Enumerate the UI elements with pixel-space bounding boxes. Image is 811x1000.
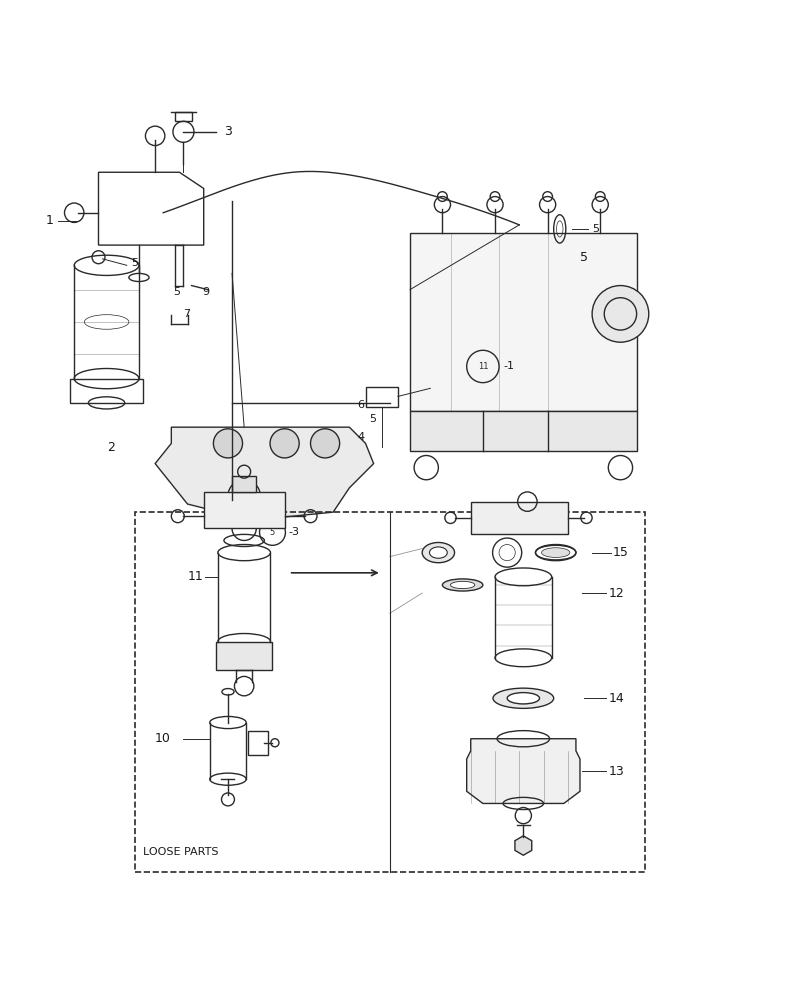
- Bar: [365, 387, 397, 407]
- Bar: [204, 492, 285, 528]
- Bar: [470, 502, 567, 534]
- Text: 15: 15: [611, 546, 628, 559]
- Text: 5: 5: [173, 287, 180, 297]
- Text: 5: 5: [131, 258, 138, 268]
- Text: 12: 12: [607, 587, 624, 600]
- Text: 14: 14: [607, 692, 624, 705]
- Text: 10: 10: [155, 732, 171, 745]
- Text: 11: 11: [187, 570, 204, 583]
- Bar: [410, 233, 636, 411]
- Text: 13: 13: [607, 765, 624, 778]
- Bar: [232, 476, 256, 492]
- Text: -3: -3: [288, 527, 299, 537]
- Polygon shape: [466, 739, 579, 803]
- Text: -1: -1: [503, 361, 513, 371]
- Text: 4: 4: [357, 432, 364, 442]
- Text: 5: 5: [369, 414, 376, 424]
- Ellipse shape: [442, 579, 483, 591]
- Ellipse shape: [429, 547, 447, 558]
- Text: 6: 6: [357, 400, 364, 410]
- Text: 7: 7: [183, 309, 191, 319]
- Text: 11: 11: [477, 362, 487, 371]
- Text: 5: 5: [269, 528, 275, 537]
- Text: 3: 3: [224, 125, 231, 138]
- Ellipse shape: [541, 548, 569, 557]
- Text: 9: 9: [202, 287, 209, 297]
- Circle shape: [310, 429, 339, 458]
- Text: 5: 5: [579, 251, 587, 264]
- Circle shape: [591, 286, 648, 342]
- Circle shape: [213, 429, 242, 458]
- Polygon shape: [514, 836, 531, 855]
- Circle shape: [270, 429, 298, 458]
- Bar: [410, 411, 636, 451]
- Ellipse shape: [450, 581, 474, 589]
- Bar: [135, 512, 644, 872]
- Bar: [248, 731, 268, 755]
- Text: LOOSE PARTS: LOOSE PARTS: [143, 847, 218, 857]
- Text: 5: 5: [591, 224, 599, 234]
- Ellipse shape: [422, 542, 454, 563]
- Text: 2: 2: [106, 441, 114, 454]
- Text: 1: 1: [46, 214, 54, 227]
- Bar: [70, 379, 143, 403]
- Ellipse shape: [492, 688, 553, 708]
- Polygon shape: [155, 427, 373, 520]
- Bar: [216, 642, 272, 670]
- Ellipse shape: [507, 693, 539, 704]
